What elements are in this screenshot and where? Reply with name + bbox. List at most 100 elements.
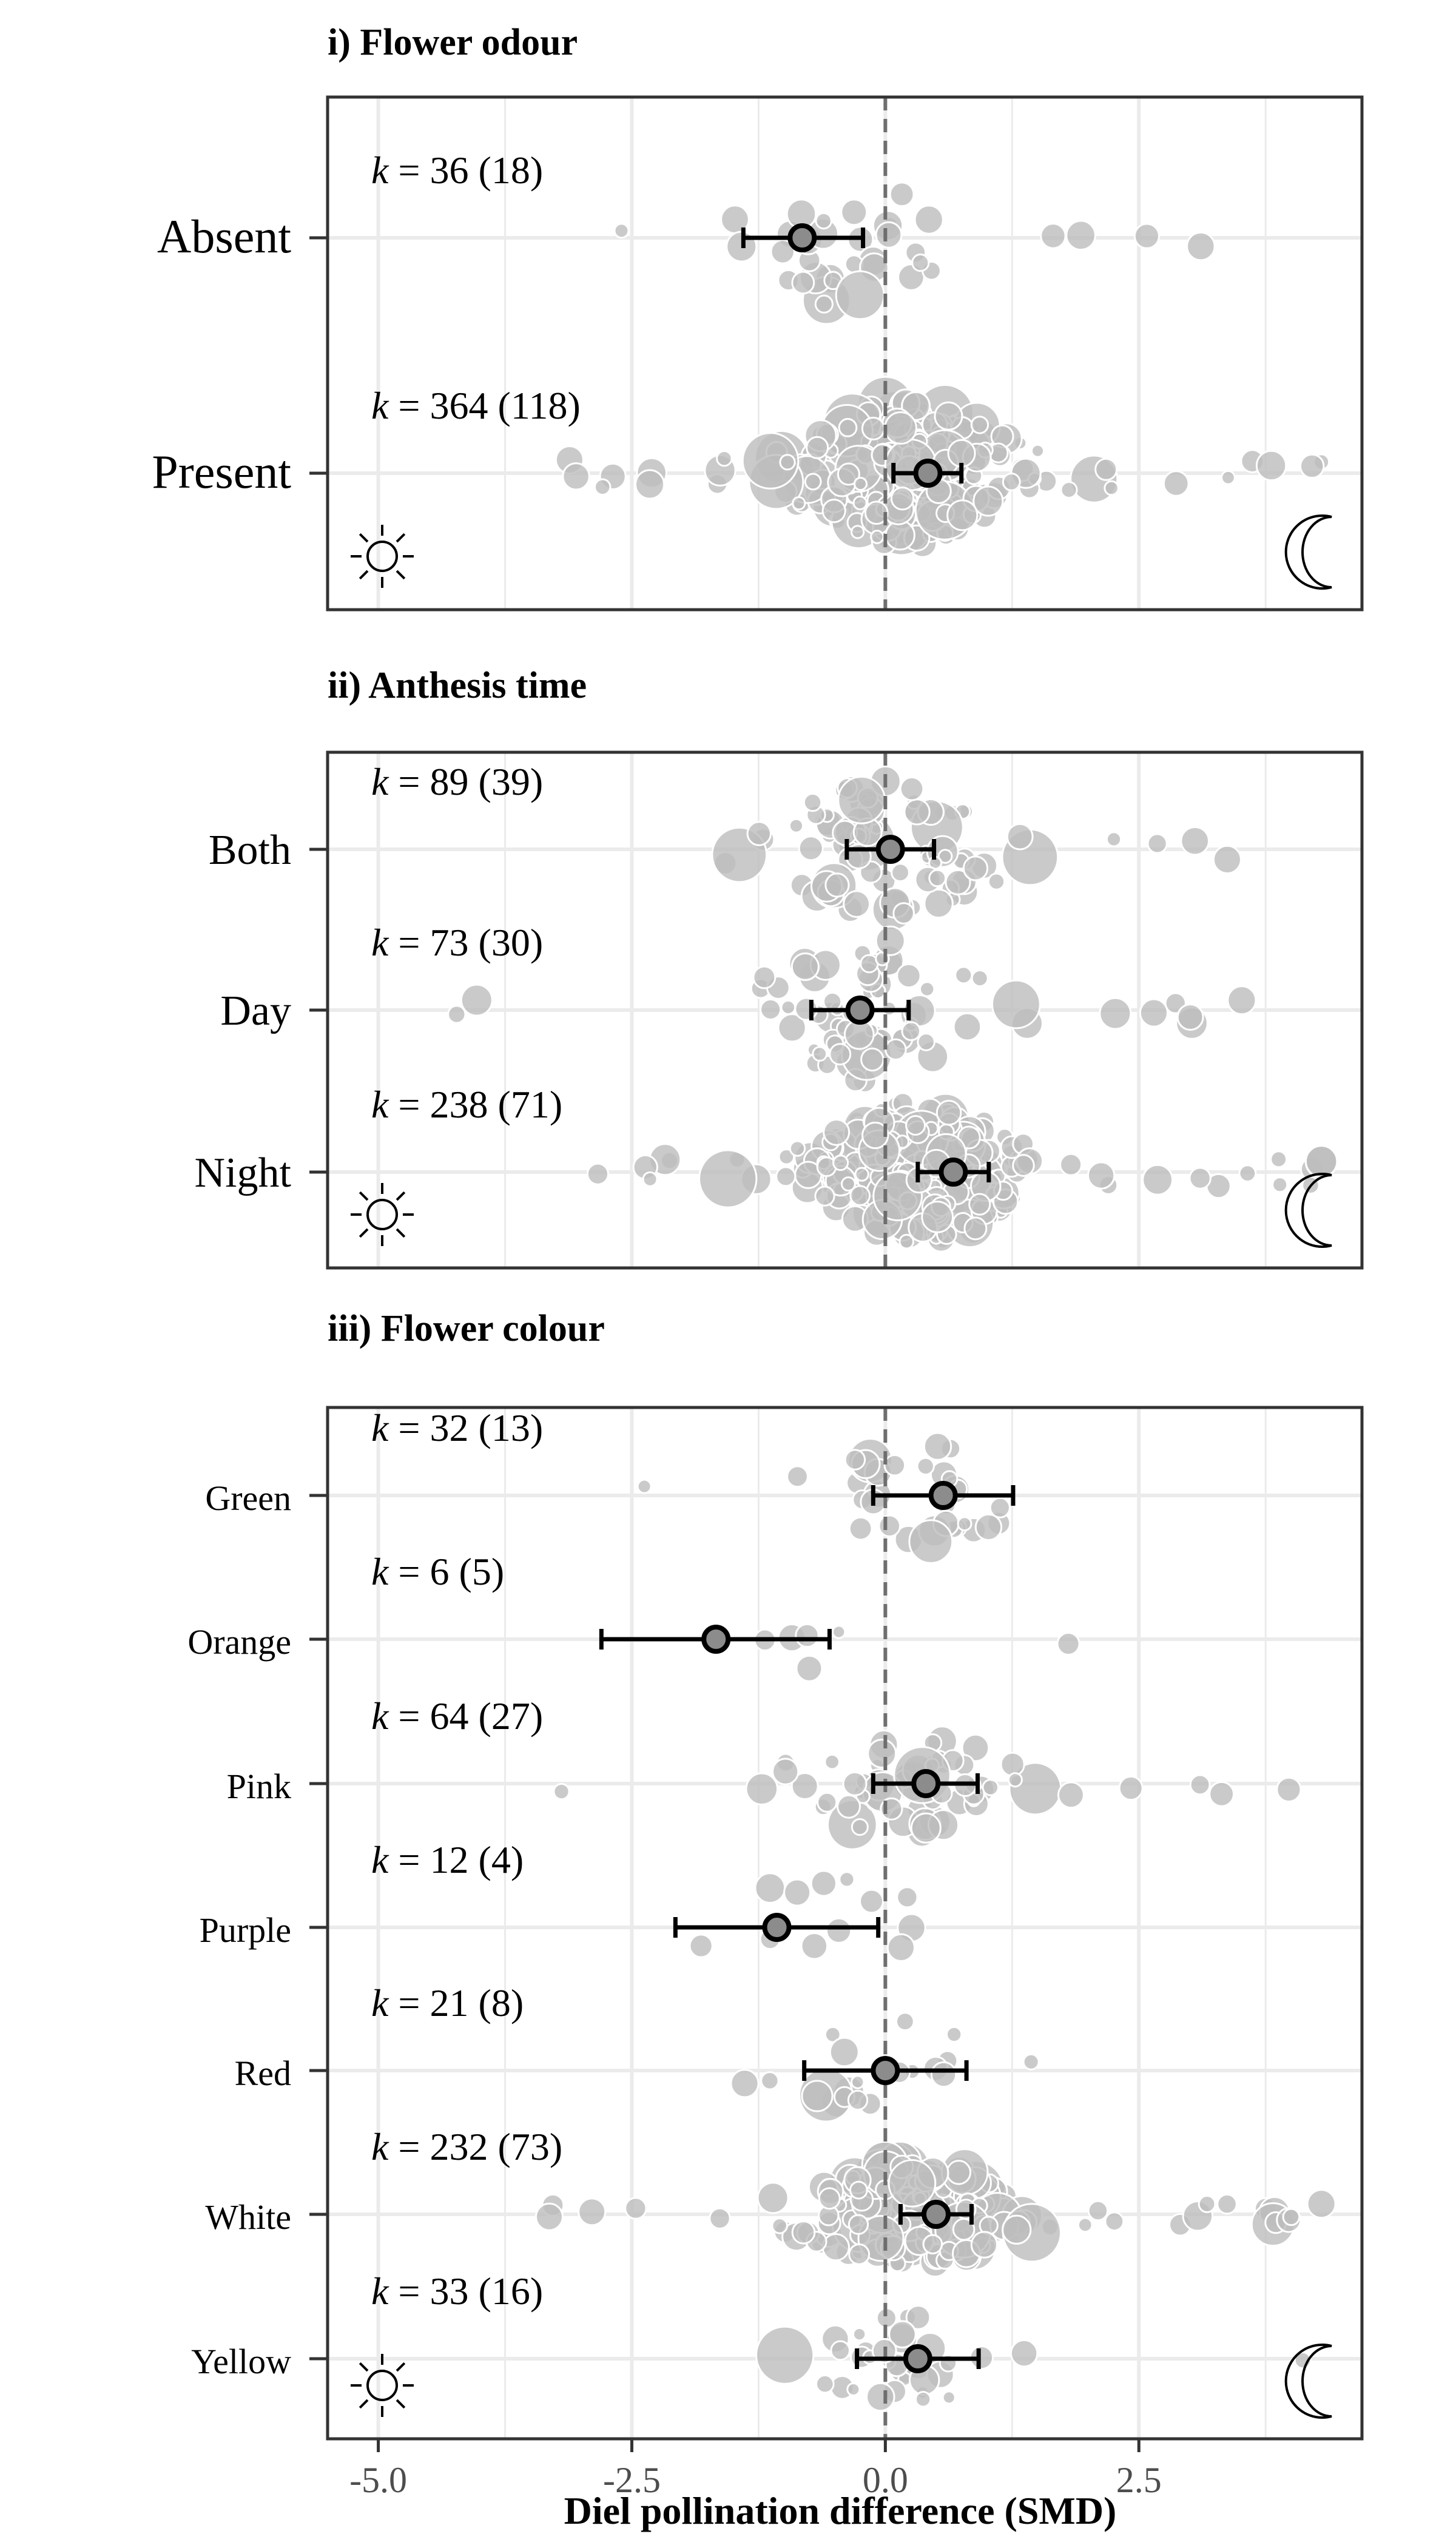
data-point <box>835 270 885 320</box>
data-point <box>1176 1003 1204 1031</box>
data-point <box>553 1783 570 1801</box>
estimate-night <box>915 1158 991 1187</box>
data-point <box>815 2374 835 2394</box>
data-point <box>754 1872 786 1904</box>
data-point <box>789 1140 806 1157</box>
data-point <box>1147 833 1168 854</box>
data-point <box>1180 826 1210 856</box>
data-point <box>1002 2214 1032 2245</box>
data-point <box>801 2080 834 2112</box>
estimate-point <box>939 1158 968 1187</box>
estimate-pink <box>871 1769 980 1798</box>
data-point <box>709 2207 731 2230</box>
data-point <box>957 1516 972 1532</box>
x-tick-label: 0.0 <box>863 2460 908 2500</box>
data-point <box>613 223 630 239</box>
data-point <box>860 1047 885 1072</box>
data-point <box>830 2340 851 2361</box>
data-point <box>1304 1145 1338 1178</box>
data-point <box>780 999 797 1016</box>
data-point <box>1022 2053 1040 2071</box>
data-point <box>791 271 815 295</box>
data-point <box>815 212 832 230</box>
data-point <box>911 253 930 272</box>
x-tick-label: 2.5 <box>1116 2460 1162 2500</box>
data-point <box>853 476 868 491</box>
data-point <box>878 1514 902 1538</box>
data-point <box>1012 1154 1035 1177</box>
data-point <box>775 1166 797 1187</box>
data-point <box>946 2160 972 2185</box>
data-point <box>851 1818 869 1836</box>
k-annotation: k = 32 (13) <box>371 1406 543 1449</box>
data-point <box>1118 1775 1144 1801</box>
data-point <box>923 888 954 919</box>
data-point <box>946 499 979 531</box>
moon-icon <box>1284 514 1332 590</box>
estimate-day <box>809 996 911 1025</box>
data-point <box>832 1154 849 1171</box>
category-label: Both <box>209 827 291 874</box>
data-point <box>972 485 1004 517</box>
data-point <box>1139 998 1169 1028</box>
estimate-point <box>875 835 905 864</box>
k-annotation: k = 238 (71) <box>371 1083 562 1126</box>
data-point <box>777 1013 807 1043</box>
data-point <box>1270 1150 1288 1168</box>
x-tick-label: -2.5 <box>603 2460 661 2500</box>
data-point <box>1282 2208 1301 2226</box>
data-point <box>1056 1631 1080 1656</box>
data-point <box>982 1779 1000 1796</box>
category-label: Orange <box>187 1622 291 1662</box>
data-point <box>838 1871 855 1888</box>
data-point <box>1133 223 1160 249</box>
data-point <box>917 1033 935 1051</box>
data-point <box>1188 1167 1212 1190</box>
data-point <box>952 2217 976 2241</box>
data-point <box>962 855 989 881</box>
points-white <box>534 2140 1336 2278</box>
k-annotation: k = 36 (18) <box>371 149 543 192</box>
data-point <box>745 1772 779 1806</box>
data-point <box>891 863 910 883</box>
data-point <box>1000 1751 1025 1777</box>
moon-icon <box>1284 2344 1332 2419</box>
estimate-present <box>891 459 964 488</box>
data-point <box>916 1457 935 1476</box>
data-point <box>817 1791 838 1813</box>
data-point <box>848 1516 873 1541</box>
data-point <box>824 872 850 898</box>
panel-flower-odour: Absent k = 36 (18) Present k = 364 (118) <box>152 95 1364 612</box>
estimate-point <box>701 1625 731 1654</box>
data-point <box>952 1012 982 1042</box>
data-point <box>824 1753 840 1770</box>
k-annotation: k = 6 (5) <box>371 1550 504 1593</box>
data-point <box>1212 844 1242 874</box>
data-point <box>824 2026 841 2043</box>
data-point <box>930 2061 957 2088</box>
data-point <box>971 969 989 988</box>
data-point <box>901 1021 922 1042</box>
k-annotation: k = 21 (8) <box>371 1981 524 2024</box>
data-point <box>803 792 823 812</box>
data-point <box>870 530 885 544</box>
data-point <box>849 2180 868 2200</box>
data-point <box>837 775 886 824</box>
data-point <box>1142 1164 1174 1196</box>
data-point <box>843 890 871 918</box>
category-label: Night <box>195 1150 292 1196</box>
data-point <box>746 821 772 846</box>
data-point <box>447 1005 467 1024</box>
data-point <box>829 1043 852 1066</box>
data-point <box>852 2327 867 2342</box>
data-point <box>779 454 796 471</box>
data-point <box>1208 1781 1235 1807</box>
data-point <box>1077 2217 1093 2233</box>
estimate-point <box>913 459 943 488</box>
data-point <box>1306 2189 1336 2219</box>
data-point <box>1030 443 1045 458</box>
data-point <box>1104 2211 1125 2232</box>
data-point <box>886 1933 915 1963</box>
data-point <box>593 478 612 496</box>
data-point <box>821 498 846 524</box>
